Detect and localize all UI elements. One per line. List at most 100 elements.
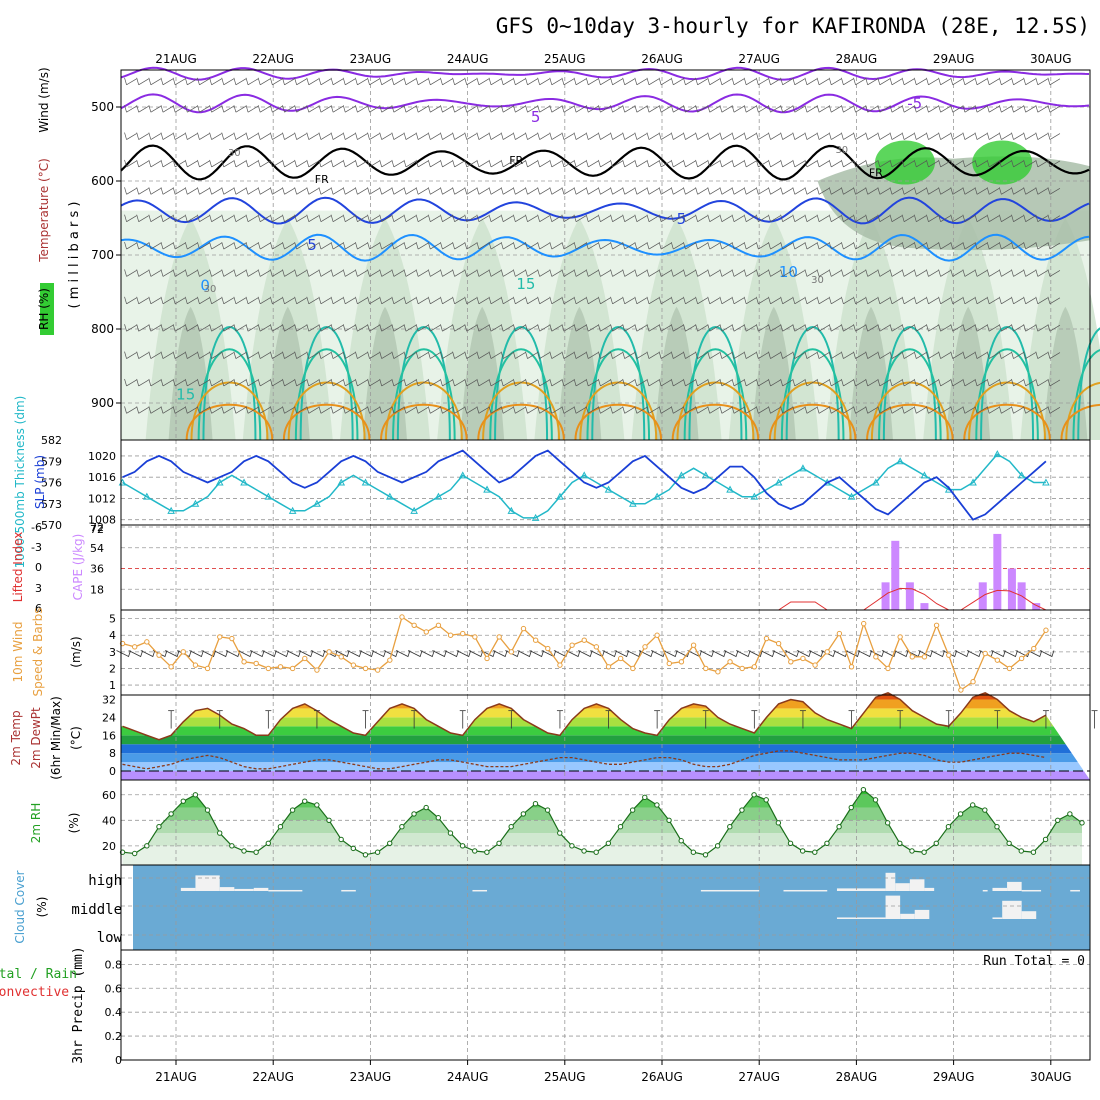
wind-speed-point <box>654 632 660 638</box>
wind-barb <box>1047 187 1061 195</box>
wind-barb <box>160 132 174 140</box>
wind-barb <box>500 77 514 86</box>
wind-barb <box>670 187 684 195</box>
wind-tick-label: 3 <box>109 646 116 659</box>
wind-barb <box>731 105 745 113</box>
wind-barb <box>877 214 891 223</box>
rh-point <box>872 797 879 803</box>
wind-barb <box>184 324 198 332</box>
wind-barb <box>444 650 459 658</box>
wind-barb <box>500 351 514 359</box>
wind-barb <box>452 324 465 332</box>
wind-barb <box>853 214 866 223</box>
cloud-block <box>234 888 254 891</box>
wind-barb <box>476 132 490 140</box>
wind-barb <box>221 269 234 277</box>
wind-barb <box>622 214 635 223</box>
rh-point <box>727 823 733 830</box>
wind-barb <box>464 378 477 387</box>
wind-barb <box>476 105 490 113</box>
wind-barb <box>743 324 757 332</box>
wind-barb <box>938 324 951 332</box>
wind-barb <box>294 406 307 414</box>
thickness-point <box>215 478 224 486</box>
wind-barb <box>756 241 769 250</box>
wind-barb <box>440 296 453 305</box>
temp-contour-10 <box>120 233 1090 262</box>
wind-barb <box>889 159 903 168</box>
wind-barb <box>270 187 283 195</box>
wind-tick-label: 2 <box>109 662 116 675</box>
wind-barb <box>731 296 745 305</box>
wind-barb <box>172 77 186 86</box>
wind-barb <box>391 351 405 359</box>
wind-barb <box>237 650 253 658</box>
wind-barb <box>950 77 963 86</box>
wind-barb <box>225 650 241 658</box>
wind-barb <box>743 351 757 359</box>
wind-barb <box>930 650 945 658</box>
rh-point <box>799 848 806 854</box>
thickness-point <box>628 499 637 507</box>
wind-barb <box>367 159 380 168</box>
cloud-block <box>268 889 303 892</box>
wind-barb <box>184 406 198 414</box>
temp-axis-label-unit: (°C) <box>69 726 83 750</box>
contour-label: FR <box>509 154 523 167</box>
cloud-background <box>133 865 1090 950</box>
wind-barb <box>561 187 575 195</box>
wind-barb <box>731 269 745 277</box>
wind-barb <box>318 132 332 140</box>
wind-barb <box>889 269 903 277</box>
wind-barb <box>391 296 405 305</box>
wind-barb <box>634 351 648 359</box>
temp-contour-minus10 <box>120 66 1090 81</box>
wind-barb <box>622 132 635 140</box>
wind-barb <box>828 187 842 195</box>
wind-barb <box>962 406 976 414</box>
wind-barb <box>658 214 672 223</box>
wind-barb <box>962 241 976 250</box>
wind-barb <box>480 650 496 658</box>
wind-barb <box>828 296 842 305</box>
wind-barb <box>841 159 854 168</box>
wind-barb <box>877 241 891 250</box>
wind-barb <box>1011 159 1024 168</box>
wind-barb <box>841 269 854 277</box>
cloud-block <box>472 889 488 892</box>
wind-barb <box>695 132 708 140</box>
wind-barb <box>391 269 405 277</box>
wind-barb <box>585 351 599 359</box>
wind-barb <box>950 324 963 332</box>
wind-barb <box>986 378 1000 387</box>
wind-barb <box>500 241 514 250</box>
thickness-tick-label: 579 <box>41 455 62 468</box>
wind-barb <box>427 132 441 140</box>
wind-barb <box>719 324 733 332</box>
wind-barb <box>731 132 745 140</box>
rh-point <box>374 849 381 855</box>
wind-barb <box>999 77 1012 86</box>
wind-barb <box>670 241 684 250</box>
wind-barb <box>427 241 441 250</box>
wind-barb <box>780 214 793 223</box>
wind-barb <box>889 241 903 250</box>
wind-barb <box>184 214 198 223</box>
wind-barb <box>294 77 307 86</box>
wind-barb <box>342 214 356 223</box>
wind-barb <box>148 351 162 359</box>
wind-barb <box>257 132 271 140</box>
date-label-top: 30AUG <box>1030 52 1072 66</box>
wind-barb <box>719 296 733 305</box>
wind-barb <box>707 214 720 223</box>
wind-barb <box>877 296 891 305</box>
bottom-date-axis: 21AUG 22AUG 23AUG 24AUG 25AUG 26AUG 27AUG 28AUG… <box>155 1070 1071 1084</box>
temp-band <box>121 726 1090 736</box>
wind-barb <box>537 159 550 168</box>
wind-barb <box>828 241 842 250</box>
wind-barb <box>440 214 453 223</box>
rh-point <box>241 848 247 854</box>
wind-barb <box>282 105 295 113</box>
wind-barb <box>233 132 247 140</box>
wind-speed-point <box>277 664 284 670</box>
